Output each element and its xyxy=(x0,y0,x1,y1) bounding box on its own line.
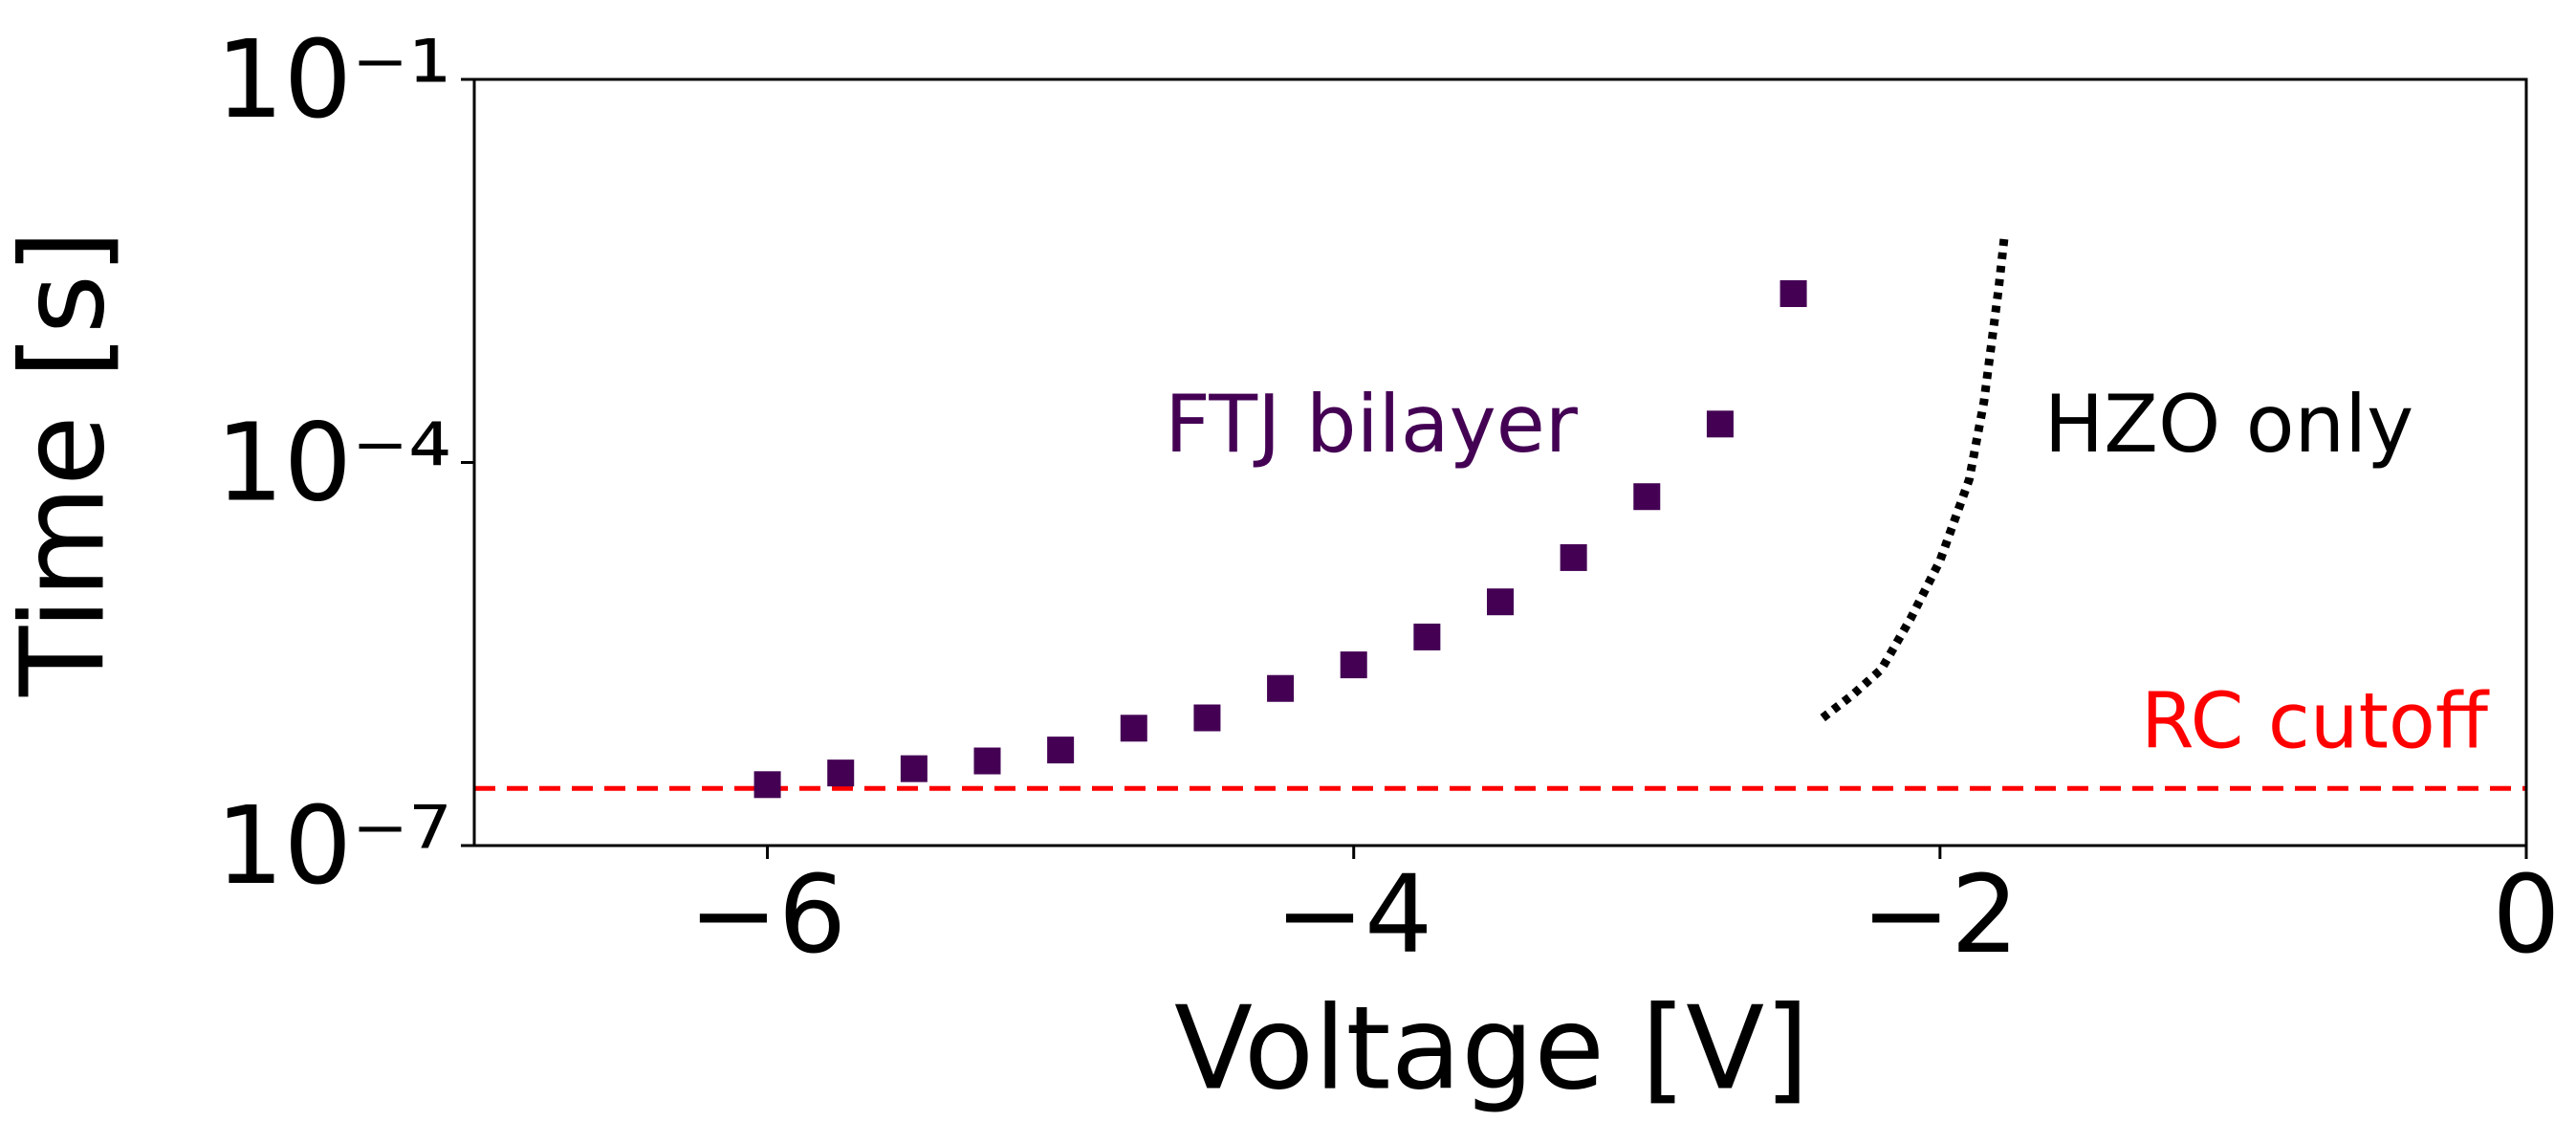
data-point xyxy=(1193,704,1221,732)
data-point xyxy=(1706,410,1734,438)
x-tick-label: 0 xyxy=(2492,853,2560,978)
data-point xyxy=(973,747,1001,775)
data-point xyxy=(1487,588,1514,616)
data-point xyxy=(1047,737,1075,764)
reference-label: RC cutoff xyxy=(2141,676,2490,765)
data-point xyxy=(1413,623,1441,650)
y-tick-label: 10⁻¹ xyxy=(215,18,451,143)
x-tick-label: −4 xyxy=(1275,853,1432,978)
data-point xyxy=(1560,543,1587,571)
data-point xyxy=(1779,279,1807,307)
x-axis-label: Voltage [V] xyxy=(1174,983,1809,1116)
data-line xyxy=(1820,234,2009,722)
data-point xyxy=(900,755,928,782)
series-label: HZO only xyxy=(2044,378,2414,471)
series-label: FTJ bilayer xyxy=(1165,378,1579,471)
y-tick-label: 10⁻⁴ xyxy=(215,401,451,525)
data-point xyxy=(1267,674,1295,702)
x-tick-label: −6 xyxy=(688,853,846,978)
data-point xyxy=(1633,483,1661,511)
x-tick-label: −2 xyxy=(1861,853,2019,978)
data-point xyxy=(1340,651,1367,679)
y-tick-label: 10⁻⁷ xyxy=(215,784,451,909)
data-point xyxy=(827,759,855,787)
y-axis-label: Time [s] xyxy=(0,230,131,697)
data-point xyxy=(1120,715,1147,742)
data-point xyxy=(753,771,781,799)
